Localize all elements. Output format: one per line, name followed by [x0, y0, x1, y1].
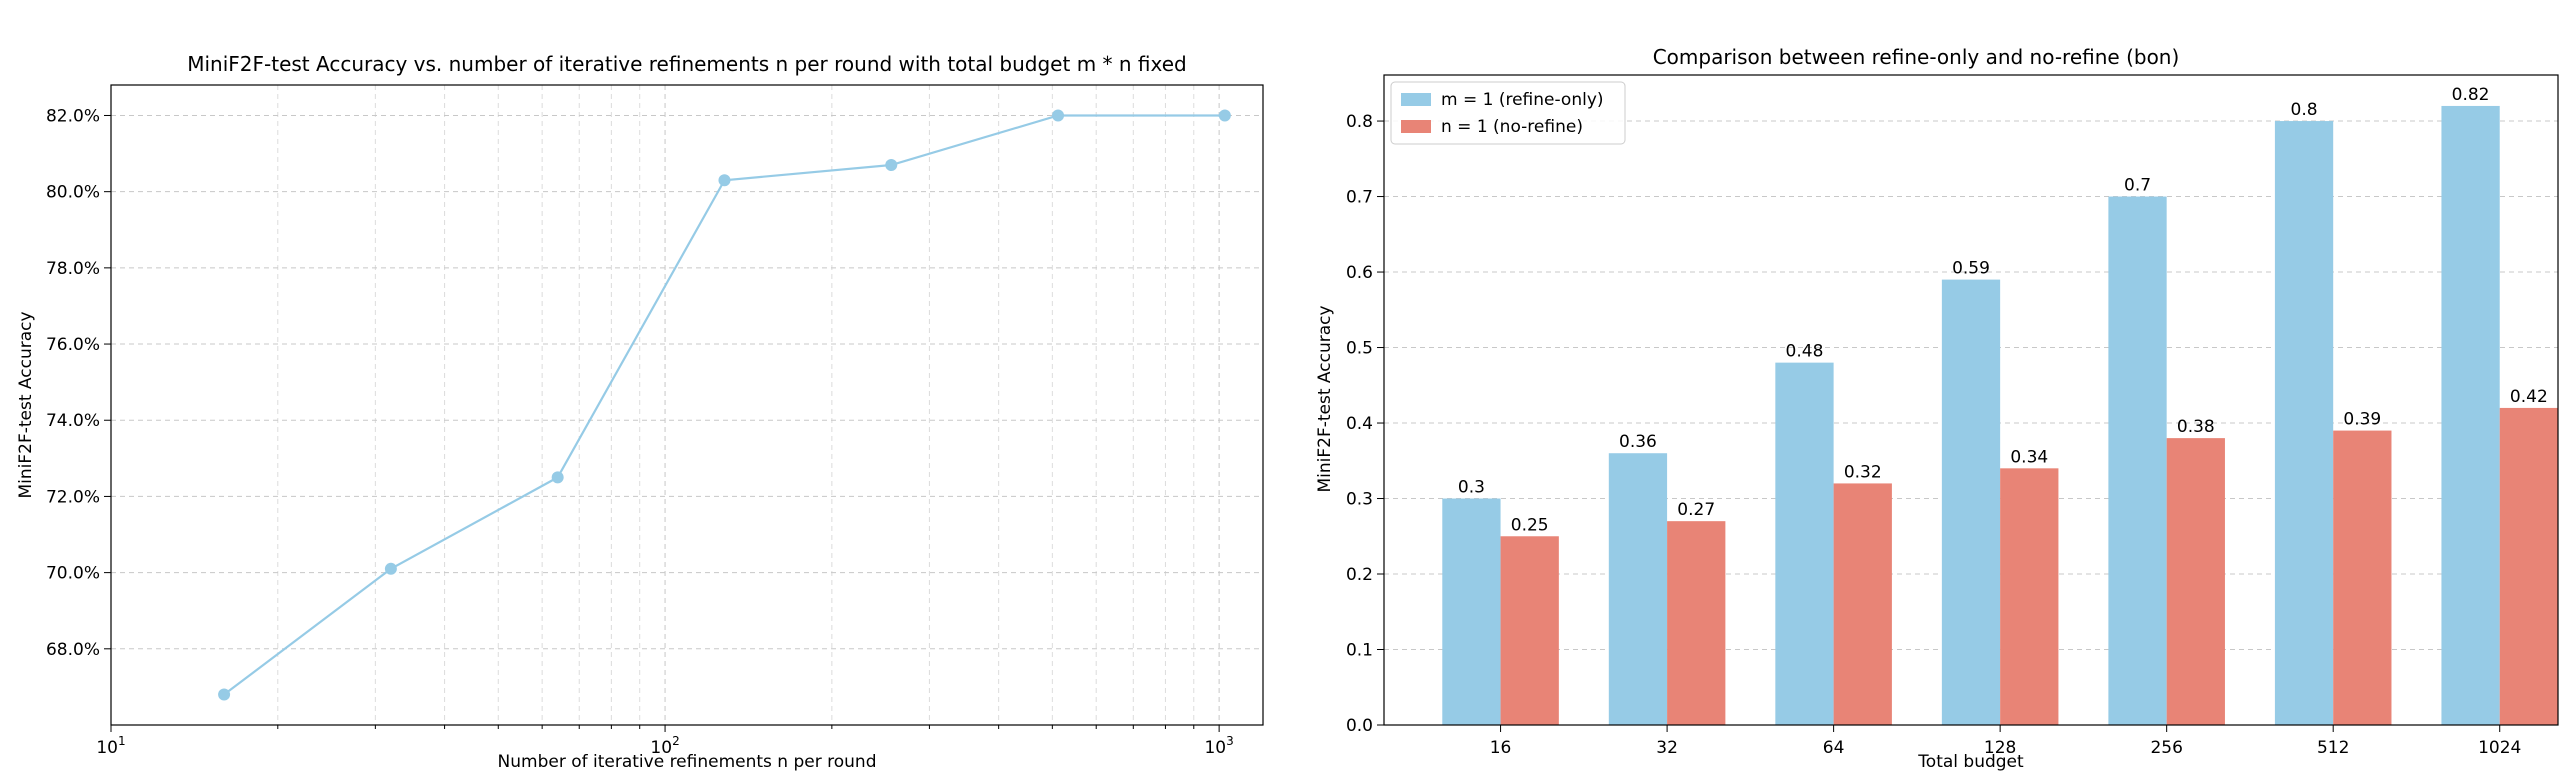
- data-point: [551, 471, 564, 484]
- tick-label-x: 101: [96, 734, 125, 758]
- legend: m = 1 (refine-only) n = 1 (no-refine): [1390, 81, 1626, 145]
- tick-label-x: 32: [1656, 738, 1678, 758]
- tick-label-y: 74.0%: [46, 411, 100, 431]
- bar-value-label: 0.48: [1786, 342, 1824, 362]
- tick-label-x: 16: [1490, 738, 1512, 758]
- bar-no-refine: [1500, 536, 1559, 725]
- data-point: [218, 688, 231, 701]
- line-chart-ylabel: MiniF2F-test Accuracy: [16, 311, 36, 498]
- legend-label-no-refine: n = 1 (no-refine): [1441, 117, 1583, 137]
- bar-no-refine: [2166, 438, 2225, 725]
- line-chart-ticks: 101 102 103 68.0% 70.0% 72.0% 74.0% 76.0% 78.0% 8…: [46, 106, 1234, 758]
- bar-value-label: 0.8: [2291, 100, 2318, 120]
- bar-chart-frame: [1383, 74, 2559, 726]
- tick-label-y: 72.0%: [46, 487, 100, 507]
- tick-label-y: 76.0%: [46, 335, 100, 355]
- bar-refine-only: [2108, 196, 2167, 726]
- tick-label-x: 102: [650, 734, 679, 758]
- bar-value-label: 0.25: [1511, 515, 1549, 535]
- data-point: [885, 159, 898, 171]
- bar-chart-bars: 0.3 0.25 0.36 0.27 0.48 0.32 0.59 0.34 0.7 0.38 0.…: [1442, 85, 2558, 726]
- tick-label-y: 0.8: [1346, 112, 1373, 132]
- tick-label-y: 0.2: [1346, 565, 1373, 585]
- bar-refine-only: [2274, 121, 2334, 726]
- bar-value-label: 0.59: [1952, 259, 1990, 279]
- accuracy-line: [223, 114, 1225, 696]
- bar-no-refine: [2333, 430, 2392, 725]
- line-chart: MiniF2F-test Accuracy vs. number of iter…: [16, 52, 1264, 772]
- line-chart-series: [218, 109, 1231, 701]
- line-chart-frame: [110, 84, 1264, 726]
- legend-box: [1390, 81, 1626, 145]
- bar-value-label: 0.42: [2510, 387, 2548, 407]
- legend-swatch-refine-only: [1401, 93, 1431, 106]
- line-chart-xlabel: Number of iterative refinements n per ro…: [498, 752, 877, 772]
- line-chart-title: MiniF2F-test Accuracy vs. number of iter…: [187, 52, 1187, 76]
- bar-value-label: 0.32: [1844, 462, 1882, 482]
- bar-no-refine: [2499, 407, 2558, 725]
- data-point: [384, 562, 397, 575]
- bar-no-refine: [1667, 521, 1726, 725]
- bar-refine-only: [1608, 453, 1668, 725]
- bar-value-label: 0.3: [1458, 478, 1485, 498]
- tick-label-y: 78.0%: [46, 259, 100, 279]
- bar-chart-ticks: 0.0 0.1 0.2 0.3 0.4 0.5 0.6 0.7 0.8 16 32 64 128 256 5…: [1346, 112, 2521, 758]
- bar-chart-xlabel: Total budget: [1917, 752, 2024, 772]
- tick-label-x: 103: [1204, 734, 1233, 758]
- bar-chart: Comparison between refine-only and no-re…: [1315, 45, 2559, 772]
- tick-label-y: 0.4: [1346, 414, 1373, 434]
- data-point: [1218, 109, 1231, 122]
- tick-label-y: 0.5: [1346, 339, 1373, 359]
- tick-label-y: 80.0%: [46, 183, 100, 203]
- bar-refine-only: [1442, 498, 1501, 725]
- tick-label-y: 82.0%: [46, 106, 100, 126]
- bar-refine-only: [2441, 105, 2500, 725]
- tick-label-x: 256: [2150, 738, 2182, 758]
- tick-label-x: 128: [1984, 738, 2016, 758]
- bar-value-label: 0.39: [2343, 410, 2381, 430]
- tick-label-y: 0.3: [1346, 490, 1373, 510]
- bar-refine-only: [1775, 362, 1834, 725]
- tick-label-y: 0.6: [1346, 263, 1373, 283]
- tick-label-y: 0.1: [1346, 641, 1373, 661]
- tick-label-x: 512: [2317, 738, 2349, 758]
- line-chart-grid: [110, 85, 1263, 725]
- bar-value-label: 0.34: [2010, 447, 2048, 467]
- tick-label-y: 68.0%: [46, 640, 100, 660]
- data-point: [1052, 109, 1065, 122]
- tick-label-y: 0.7: [1346, 188, 1373, 208]
- legend-swatch-no-refine: [1401, 120, 1431, 133]
- tick-label-x: 1024: [2478, 738, 2521, 758]
- bar-no-refine: [2000, 468, 2059, 725]
- bar-value-label: 0.82: [2452, 85, 2490, 105]
- bar-chart-ylabel: MiniF2F-test Accuracy: [1315, 305, 1335, 492]
- legend-label-refine-only: m = 1 (refine-only): [1441, 90, 1604, 110]
- bar-no-refine: [1833, 483, 1892, 725]
- bar-value-label: 0.27: [1677, 500, 1715, 520]
- bar-value-label: 0.38: [2177, 417, 2215, 437]
- tick-label-y: 0.0: [1346, 716, 1373, 736]
- bar-value-label: 0.7: [2124, 176, 2151, 196]
- tick-label-y: 70.0%: [46, 564, 100, 584]
- bar-refine-only: [1941, 279, 2001, 725]
- tick-label-x: 64: [1823, 738, 1845, 758]
- bar-chart-title: Comparison between refine-only and no-re…: [1653, 45, 2180, 69]
- data-point: [718, 174, 731, 187]
- bar-value-label: 0.36: [1619, 432, 1657, 452]
